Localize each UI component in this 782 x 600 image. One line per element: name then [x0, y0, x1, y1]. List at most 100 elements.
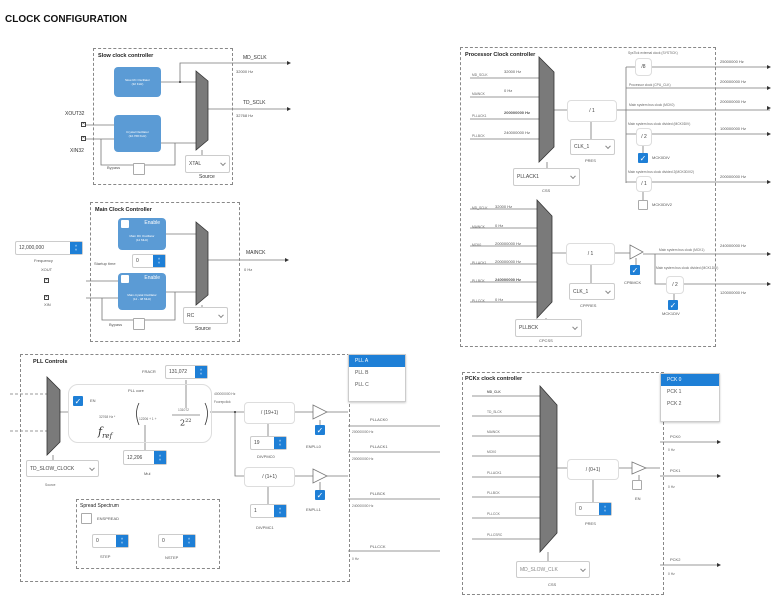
cppres-divider: / 1 [566, 243, 615, 265]
mul-label: Mul [144, 471, 151, 476]
pck-en-checkbox[interactable] [632, 480, 642, 490]
enpll0-label: ENPLL0 [306, 444, 321, 449]
main-source-select[interactable]: RC [183, 307, 228, 324]
input-label: MD_CLK [487, 390, 501, 394]
gates [312, 244, 648, 484]
css-label: CSS [548, 582, 557, 587]
output-freq: 0 Hz [668, 448, 675, 452]
output-freq: 100000000 Hz [720, 126, 747, 131]
mck0div-checkbox[interactable]: ✓ [638, 153, 648, 163]
proc-mux-2 [536, 198, 553, 320]
input-label: PLLBCK [472, 279, 485, 283]
input-label: MAINCK [472, 92, 485, 96]
output-label: Processor clock (CPU_CLK) [629, 83, 671, 87]
pck-pres-spinner[interactable]: 0 ˄ ˅ [575, 502, 612, 516]
processor-clock-controller: Processor Clock controller [460, 47, 716, 347]
formula-numerator: 131072 [178, 408, 190, 412]
output-label: PLLACK1 [370, 444, 388, 449]
pck-css-select[interactable]: MD_SLOW_CLK [516, 561, 590, 578]
xin32-label: XIN32 [70, 148, 84, 154]
pck-select-list[interactable]: PCK 0 PCK 1 PCK 2 [660, 373, 720, 422]
fref-symbol: fref [98, 425, 113, 441]
fcore-freq: 400000000 Hz [214, 392, 236, 396]
frequency-label: Frequency [34, 258, 53, 263]
pll-list-item[interactable]: PLL A [349, 355, 405, 367]
source-label: Source [45, 483, 56, 487]
input-label: TD_SLCK [487, 410, 502, 414]
input-label: PLLBCK [472, 134, 485, 138]
divpmc0-spinner[interactable]: 19 ˄ ˅ [250, 436, 287, 450]
pck-list-item[interactable]: PCK 0 [661, 374, 719, 386]
mck0div2-checkbox[interactable] [638, 200, 648, 210]
pll-en-checkbox[interactable]: ✓ [73, 396, 83, 406]
output-label: PCK2 [670, 557, 681, 562]
output-freq: 200000000 Hz [720, 174, 747, 179]
pck-list-item[interactable]: PCK 2 [667, 401, 682, 407]
pll-list-item[interactable]: PLL B [355, 370, 369, 376]
md-sclk-label: MD_SCLK [243, 55, 267, 61]
output-label: PLLCCK [370, 544, 386, 549]
spinner-arrows-icon: ˄ ˅ [116, 535, 128, 547]
pll-source-select[interactable]: TD_SLOW_CLOCK [26, 460, 99, 477]
input-label: PLLCCK [487, 512, 500, 516]
startup-time-spinner[interactable]: 0 ˄ ˅ [132, 254, 166, 268]
output-freq: 240000000 Hz [352, 504, 374, 508]
pin-icon: × [44, 277, 49, 283]
pres-label: PRES [585, 521, 596, 526]
xtal-enable-checkbox[interactable] [121, 275, 129, 283]
divpmc1-spinner[interactable]: 1 ˄ ˅ [250, 504, 287, 518]
pck-list-item[interactable]: PCK 1 [667, 389, 682, 395]
mainck-freq: 0 Hz [244, 267, 253, 272]
enspread-label: ENSPREAD [97, 516, 120, 521]
nstep-spinner[interactable]: 0 ˄ ˅ [158, 534, 196, 548]
input-label: MCK0 [472, 243, 482, 247]
input-label: MAINCK [487, 430, 500, 434]
fracr-spinner[interactable]: 131,072 ˄ ˅ [165, 365, 208, 379]
pin-icon: × [44, 294, 49, 300]
slow-mux [195, 70, 209, 151]
chevron-down-icon [89, 464, 95, 471]
divpmc0-divider: / (19+1) [244, 402, 295, 424]
group-title: Main Clock Controller [95, 207, 152, 213]
mul-spinner[interactable]: 12,206 ˄ ˅ [123, 450, 167, 465]
step-spinner[interactable]: 0 ˄ ˅ [92, 534, 129, 548]
pll-list-item[interactable]: PLL C [355, 382, 369, 388]
cpbmck-checkbox[interactable]: ✓ [630, 265, 640, 275]
cppres-select[interactable]: CLK_1 [569, 283, 615, 300]
md-sclk-freq: 32000 Hz [236, 69, 254, 74]
main-mux [195, 221, 209, 306]
output-label: Main system bus clock divided (MCK1DIV) [656, 266, 719, 270]
mck0div-label: MCK0DIV [652, 155, 670, 160]
input-freq: 240000000 Hz [495, 277, 522, 282]
prescaler-divider: / 1 [567, 100, 617, 122]
pll-mux [46, 376, 61, 456]
pres-select[interactable]: CLK_1 [570, 139, 615, 155]
output-freq: 0 Hz [668, 485, 675, 489]
bypass-label: Bypass [109, 322, 123, 327]
slow-source-select[interactable]: XTAL [185, 155, 230, 173]
mck1div-checkbox[interactable]: ✓ [668, 300, 678, 310]
main-bypass-checkbox[interactable] [133, 318, 145, 330]
cpcss-select[interactable]: PLLBCK [515, 319, 582, 337]
enspread-checkbox[interactable] [81, 513, 92, 524]
cpbmck-label: CPBMCK [624, 280, 642, 285]
output-freq: 0 Hz [668, 572, 675, 576]
spread-spectrum: Spread Spectrum [76, 499, 220, 569]
group-title: Slow clock controller [98, 53, 154, 59]
main-clock-controller: Main Clock Controller [90, 202, 240, 342]
frequency-spinner[interactable]: 12,000,000 ˄ ˅ [15, 241, 83, 255]
input-label: MD_SCLK [472, 73, 488, 77]
css-select[interactable]: PLLACK1 [513, 168, 580, 186]
rc-enable-checkbox[interactable] [121, 220, 129, 228]
source-label: Source [195, 326, 211, 332]
pll-select-list[interactable]: PLL A PLL B PLL C [348, 354, 406, 402]
enpll0-checkbox[interactable]: ✓ [315, 425, 325, 435]
chevron-down-icon [605, 143, 611, 150]
slow-bypass-checkbox[interactable] [133, 163, 145, 175]
input-label: PLLBCK [487, 491, 500, 495]
formula-ref: 32768 Hz * [99, 415, 116, 419]
output-label: PLLBCK [370, 491, 386, 496]
enpll1-checkbox[interactable]: ✓ [315, 490, 325, 500]
